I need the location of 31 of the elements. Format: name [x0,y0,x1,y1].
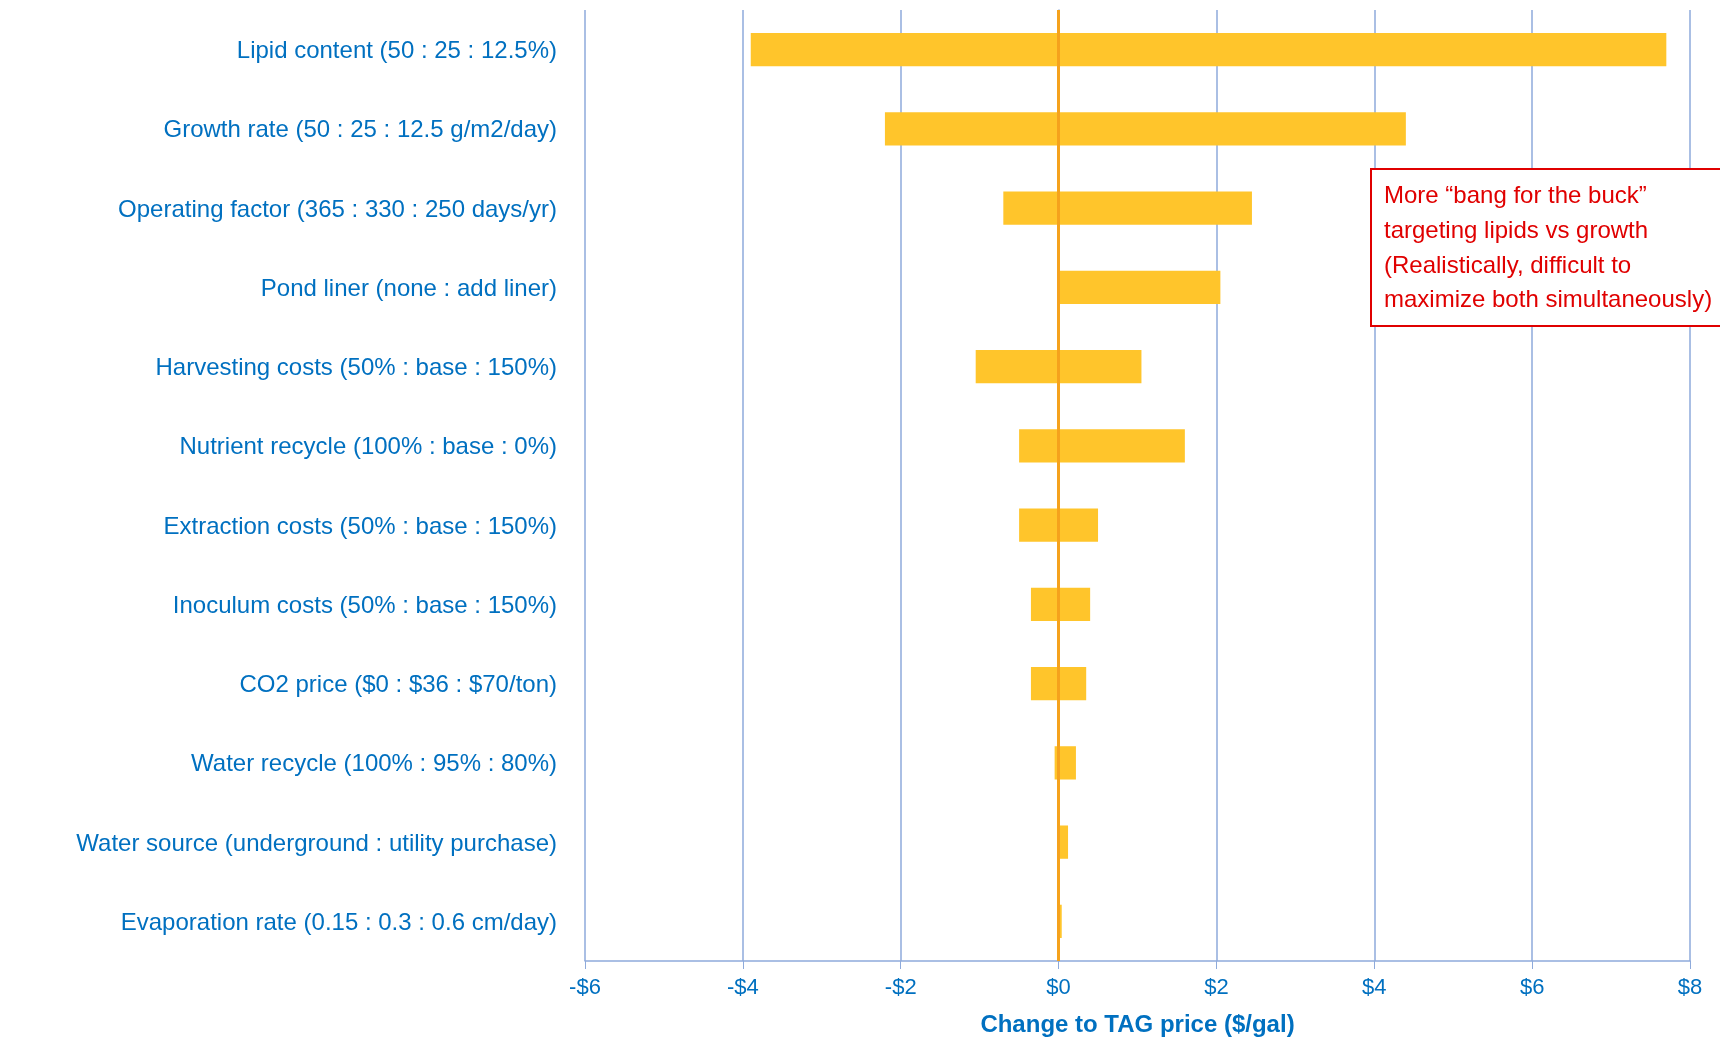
y-tick-label: Nutrient recycle (100% : base : 0%) [179,432,557,460]
x-tick-label: -$2 [884,973,917,999]
y-tick-label: Operating factor (365 : 330 : 250 days/yr) [118,194,557,222]
bar [1003,191,1252,225]
y-tick-label: Growth rate (50 : 25 : 12.5 g/m2/day) [163,115,557,143]
x-tick-label: -$6 [569,973,601,999]
x-tick-label: $2 [1204,973,1229,999]
bar [1019,508,1099,542]
x-tick-label: $0 [1046,973,1071,999]
x-tick-label: -$4 [726,973,759,999]
y-tick-label: Lipid content (50 : 25 : 12.5%) [236,36,557,64]
annotation: More “bang for the buck” targeting lipids vs growth (Realistically, difficult to maximize both simultaneously) [1370,168,1720,328]
y-tick-label: CO2 price ($0 : $36 : $70/ton) [239,670,557,698]
bar [1058,270,1221,305]
bar [1030,666,1087,701]
y-tick-label: Evaporation rate (0.15 : 0.3 : 0.6 cm/day) [120,907,557,935]
bar [750,32,1667,67]
bar [884,112,1406,146]
x-axis-title: Change to TAG price ($/gal) [980,1009,1295,1037]
y-tick-label: Water source (underground : utility purchase) [76,828,557,856]
y-tick-label: Inoculum costs (50% : base : 150%) [172,590,557,618]
x-tick-label: $6 [1519,973,1545,999]
y-tick-label: Harvesting costs (50% : base : 150%) [155,353,557,381]
bar [975,349,1142,384]
bar [1030,587,1091,622]
x-tick-label: $8 [1677,973,1703,999]
y-tick-label: Water recycle (100% : 95% : 80%) [191,749,557,777]
y-tick-label: Extraction costs (50% : base : 150%) [163,511,557,539]
x-tick-label: $4 [1362,973,1387,999]
y-tick-label: Pond liner (none : add liner) [260,273,557,301]
bar [1019,429,1185,463]
